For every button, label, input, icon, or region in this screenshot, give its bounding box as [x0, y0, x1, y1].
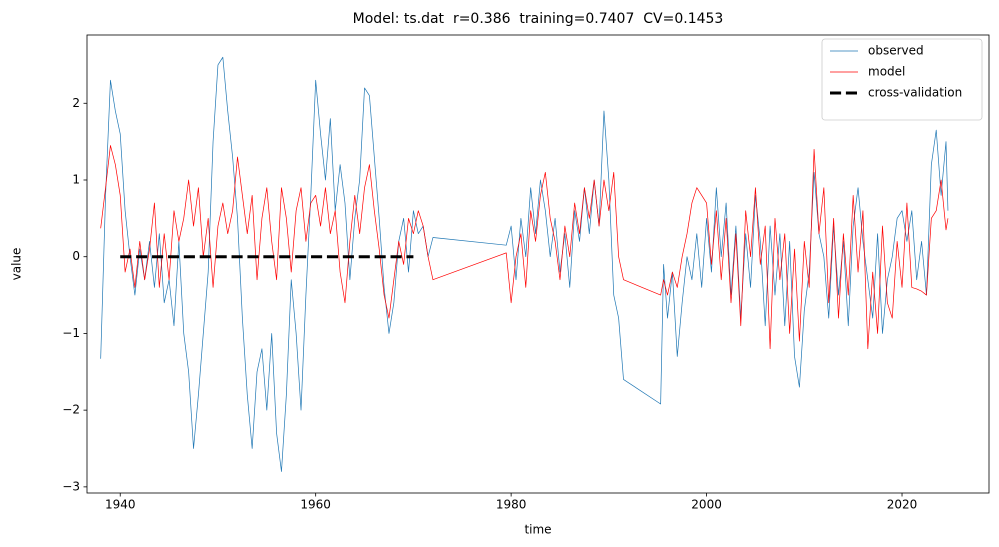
y-tick-label: 0 — [72, 249, 80, 263]
legend-label: model — [868, 65, 905, 79]
y-axis-label: value — [10, 248, 24, 281]
legend-label: cross-validation — [868, 86, 962, 100]
series-line — [100, 56, 949, 472]
x-tick-label: 1940 — [105, 498, 136, 512]
x-axis-label: time — [524, 523, 551, 537]
plot-frame — [86, 34, 990, 494]
y-tick-label: −3 — [62, 479, 80, 493]
x-tick-label: 1960 — [300, 498, 331, 512]
series-line — [100, 145, 949, 350]
x-tick-label: 2000 — [691, 498, 722, 512]
y-tick-label: 1 — [72, 172, 80, 186]
y-tick-label: −2 — [62, 403, 80, 417]
x-tick-label: 2020 — [887, 498, 918, 512]
y-tick-label: 2 — [72, 96, 80, 110]
legend-box — [821, 38, 983, 121]
chart-title: Model: ts.dat r=0.386 training=0.7407 CV… — [353, 11, 724, 27]
x-tick-label: 1980 — [496, 498, 527, 512]
legend-label: observed — [868, 44, 924, 58]
y-tick-label: −1 — [62, 326, 80, 340]
